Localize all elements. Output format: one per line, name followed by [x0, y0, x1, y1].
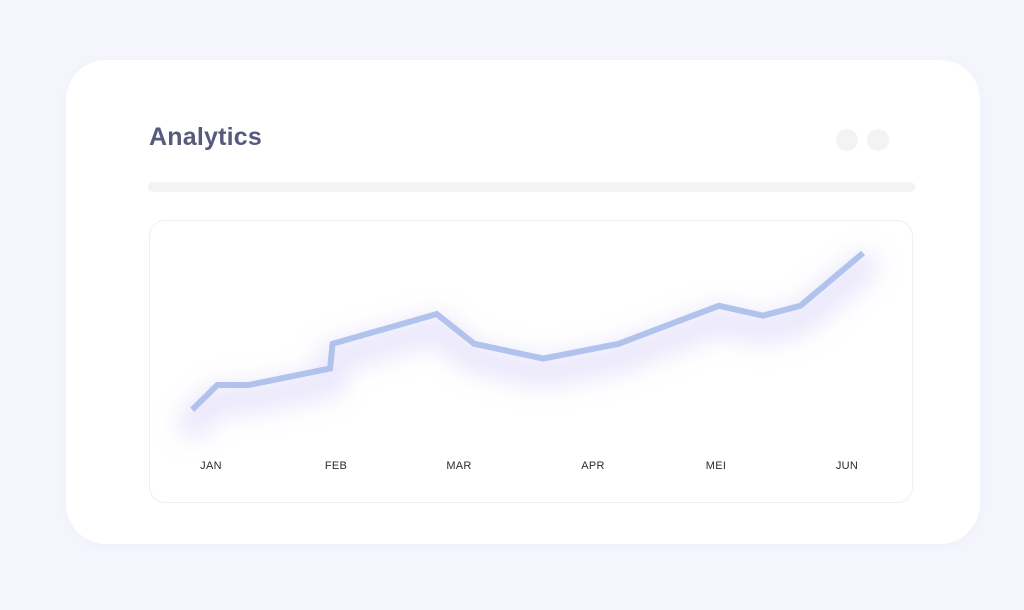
page-title: Analytics: [149, 123, 262, 151]
header-divider: [148, 182, 915, 192]
window-dot-2[interactable]: [867, 129, 889, 151]
line-glow: [177, 252, 879, 439]
x-tick-label: MAR: [446, 460, 471, 472]
x-tick-label: APR: [581, 460, 605, 472]
analytics-card: Analytics JAN FEB MAR APR MEI JUN: [66, 60, 980, 544]
chart-panel: JAN FEB MAR APR MEI JUN: [149, 220, 913, 503]
series-line-group: [190, 250, 866, 412]
x-tick-label: MEI: [706, 460, 726, 472]
line-chart: JAN FEB MAR APR MEI JUN: [177, 250, 879, 472]
x-axis-ticks: JAN FEB MAR APR MEI JUN: [200, 460, 858, 472]
series-line-glow: [177, 252, 879, 439]
x-tick-label: JAN: [200, 460, 222, 472]
x-tick-label: JUN: [836, 460, 858, 472]
window-dot-1[interactable]: [836, 129, 858, 151]
x-tick-label: FEB: [325, 460, 347, 472]
series-line: [190, 250, 866, 412]
